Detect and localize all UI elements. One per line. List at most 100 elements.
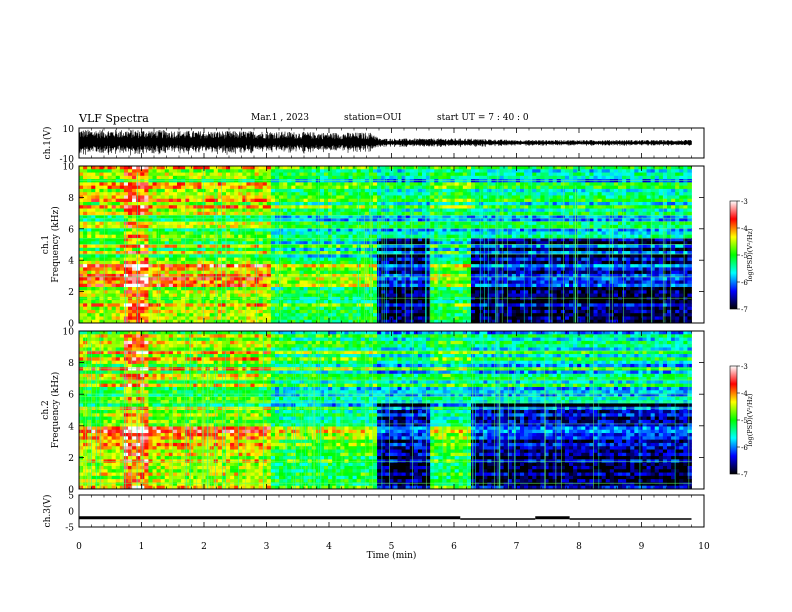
spectrogram-cell — [332, 215, 337, 219]
spectrogram-cell — [107, 188, 113, 193]
spectrogram-cell — [128, 192, 133, 196]
spectrogram-cell — [209, 228, 215, 232]
spectrogram-cell — [148, 280, 153, 285]
spectrogram-cell — [95, 234, 100, 239]
spectrogram-cell — [360, 244, 366, 249]
spectrogram-cell — [373, 198, 378, 203]
spectrogram-cell — [377, 283, 382, 288]
spectrogram-cell — [389, 185, 394, 190]
spectrogram-cell — [148, 287, 153, 291]
spectrogram-cell — [246, 185, 251, 190]
spectrogram-cell — [393, 166, 398, 170]
spectrogram-cell — [417, 215, 423, 219]
spectrogram-cell — [373, 247, 378, 252]
spectrogram-cell — [426, 313, 431, 317]
spectrogram-cell — [360, 205, 366, 209]
spectrogram-cell — [373, 192, 378, 196]
spectrogram-cell — [295, 244, 300, 249]
spectrogram-cell — [368, 309, 374, 314]
spectrogram-cell — [336, 175, 341, 180]
spectrogram-cell — [299, 290, 304, 294]
spectrogram-cell — [246, 175, 251, 180]
spectrogram-cell — [234, 172, 239, 177]
spectrogram-cell — [324, 260, 329, 265]
spectrogram-cell — [221, 241, 227, 245]
spectrogram-cell — [123, 264, 129, 268]
spectrogram-cell — [381, 287, 386, 291]
spectrogram-cell — [168, 319, 174, 324]
spectrogram-cell — [230, 300, 235, 304]
spectrogram-cell — [83, 231, 88, 236]
spectrogram-cell — [401, 316, 407, 321]
spectrogram-cell — [270, 169, 276, 173]
spectrogram-cell — [393, 205, 398, 209]
spectrogram-cell — [413, 241, 419, 245]
spectrogram-cell — [340, 228, 345, 232]
spectrogram-cell — [295, 257, 300, 262]
spectrogram-cell — [213, 175, 219, 180]
spectrogram-cell — [311, 257, 317, 262]
spectrogram-cell — [226, 224, 231, 229]
spectrogram-cell — [479, 251, 484, 255]
spectrogram-cell — [364, 309, 370, 314]
spectrogram-cell — [442, 195, 447, 200]
spectrogram-cell — [164, 313, 170, 317]
spectrogram-cell — [242, 188, 247, 193]
spectrogram-cell — [360, 175, 366, 180]
spectrogram-cell — [458, 319, 464, 324]
spectrogram-cell — [132, 316, 137, 321]
spectrogram-cell — [434, 241, 439, 245]
spectrogram-cell — [283, 270, 288, 275]
spectrogram-cell — [479, 244, 484, 249]
spectrogram-cell — [287, 218, 292, 222]
spectrogram-cell — [319, 260, 325, 265]
spectrogram-cell — [250, 166, 255, 170]
spectrogram-cell — [344, 198, 349, 203]
spectrogram-cell — [258, 182, 264, 187]
spectrogram-cell — [368, 172, 374, 177]
spectrogram-cell — [466, 234, 472, 239]
spectrogram-cell — [234, 166, 239, 170]
spectrogram-cell — [340, 277, 345, 281]
spectrogram-cell — [119, 205, 125, 209]
spectrogram-cell — [409, 175, 415, 180]
spectrogram-cell — [205, 221, 211, 226]
spectrogram-cell — [462, 300, 468, 304]
spectrogram-cell — [242, 201, 247, 206]
spectrogram-cell — [454, 195, 460, 200]
spectrogram-cell — [479, 300, 484, 304]
spectrogram-cell — [356, 306, 362, 311]
spectrogram-cell — [217, 215, 223, 219]
spectrogram-cell — [291, 257, 296, 262]
spectrogram-cell — [205, 309, 211, 314]
spectrogram-cell — [152, 224, 157, 229]
spectrogram-cell — [250, 192, 255, 196]
spectrogram-cell — [128, 228, 133, 232]
spectrogram-cell — [426, 264, 431, 268]
spectrogram-cell — [475, 241, 480, 245]
spectrogram-cell — [160, 192, 166, 196]
spectrogram-cell — [426, 185, 431, 190]
spectrogram-cell — [307, 244, 313, 249]
spectrogram-cell — [446, 247, 451, 252]
spectrogram-cell — [103, 290, 108, 294]
spectrogram-cell — [458, 313, 464, 317]
spectrogram-cell — [160, 166, 166, 170]
spectrogram-cell — [111, 192, 117, 196]
spectrogram-cell — [401, 280, 407, 285]
spectrogram-cell — [295, 293, 300, 298]
spectrogram-cell — [319, 244, 325, 249]
date-label: Mar.1 , 2023 — [251, 113, 309, 123]
spectrogram-cell — [430, 188, 435, 193]
spectrogram-cell — [181, 211, 186, 216]
spectrogram-cell — [356, 277, 362, 281]
spectrogram-cell — [434, 293, 439, 298]
spectrogram-cell — [434, 215, 439, 219]
spectrogram-cell — [119, 228, 125, 232]
spectrogram-cell — [262, 319, 268, 324]
spectrogram-cell — [246, 260, 251, 265]
spectrogram-cell — [95, 293, 100, 298]
spectrogram-cell — [128, 270, 133, 275]
spectrogram-cell — [291, 228, 296, 232]
spectrogram-cell — [450, 221, 456, 226]
